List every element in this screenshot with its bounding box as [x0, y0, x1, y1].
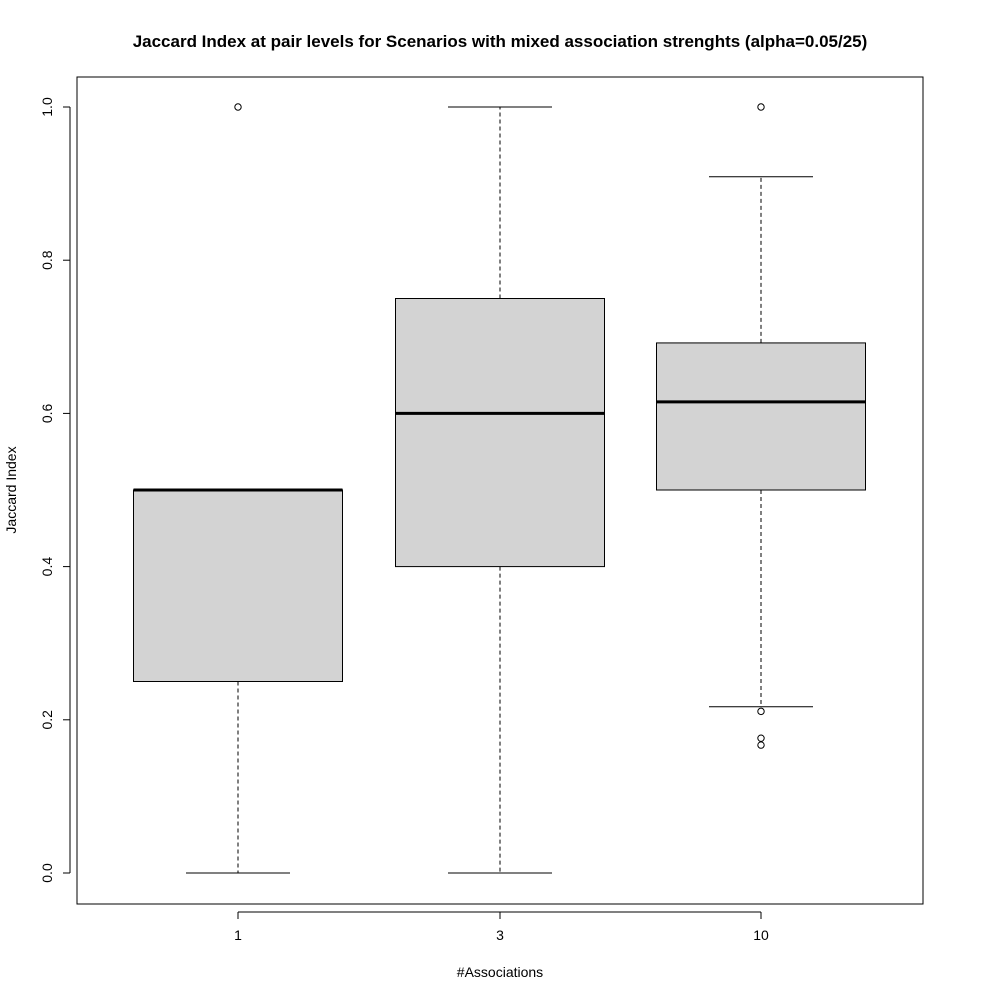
box-group-3	[395, 106, 605, 874]
y-axis-label: Jaccard Index	[3, 446, 19, 533]
outlier-point	[757, 734, 765, 742]
x-tick-label: 1	[234, 927, 242, 943]
iqr-box	[395, 298, 605, 568]
x-axis-label: #Associations	[457, 964, 543, 980]
y-tick-label: 0.0	[39, 863, 55, 883]
outlier-point	[757, 707, 765, 716]
plot-frame	[76, 76, 924, 905]
x-tick-label: 3	[496, 927, 504, 943]
outlier-point	[757, 741, 765, 749]
y-tick-label: 0.2	[39, 710, 55, 730]
outlier-point	[757, 103, 765, 111]
x-axis: 1 3 10	[234, 911, 769, 943]
y-tick-label: 0.8	[39, 250, 55, 270]
boxes-layer	[133, 103, 866, 874]
chart-title: Jaccard Index at pair levels for Scenari…	[133, 32, 868, 51]
x-tick-label: 10	[753, 927, 769, 943]
y-tick-label: 0.6	[39, 403, 55, 423]
y-tick-label: 1.0	[39, 97, 55, 117]
y-axis: 0.0 0.2 0.4 0.6 0.8 1.0	[39, 97, 71, 883]
outlier-point	[234, 103, 242, 111]
iqr-box	[133, 489, 343, 682]
y-tick-label: 0.4	[39, 557, 55, 577]
box-group-1	[133, 103, 343, 874]
iqr-box	[656, 342, 866, 491]
box-group-10	[656, 103, 866, 749]
